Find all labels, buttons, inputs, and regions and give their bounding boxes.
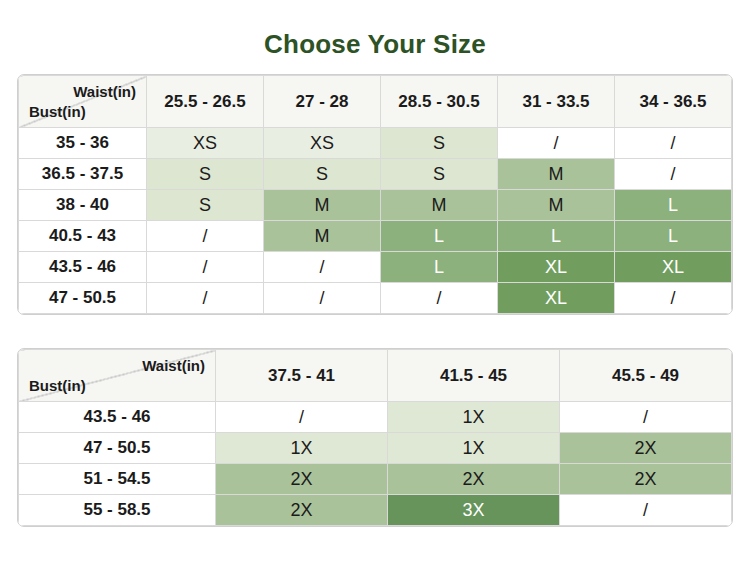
size-cell: /: [264, 252, 381, 283]
bust-row-header: 47 - 50.5: [19, 433, 216, 464]
size-cell: S: [147, 190, 264, 221]
size-cell: /: [381, 283, 498, 314]
table-row: 38 - 40SMMML: [19, 190, 732, 221]
table-row: 43.5 - 46/1X/: [19, 402, 732, 433]
size-cell: 2X: [216, 464, 388, 495]
table-row: 36.5 - 37.5SSSM/: [19, 159, 732, 190]
size-cell: S: [381, 159, 498, 190]
bust-row-header: 55 - 58.5: [19, 495, 216, 526]
size-cell: M: [264, 221, 381, 252]
size-cell: S: [147, 159, 264, 190]
size-cell: L: [615, 221, 732, 252]
bust-row-header: 43.5 - 46: [19, 252, 147, 283]
waist-column-header: 27 - 28: [264, 76, 381, 128]
size-cell: L: [381, 221, 498, 252]
waist-column-header: 28.5 - 30.5: [381, 76, 498, 128]
size-cell: M: [264, 190, 381, 221]
header-row: Waist(in) Bust(in) 37.5 - 4141.5 - 4545.5 …: [19, 350, 732, 402]
size-cell: XL: [498, 252, 615, 283]
bust-row-header: 51 - 54.5: [19, 464, 216, 495]
page-title: Choose Your Size: [0, 0, 750, 60]
table-row: 51 - 54.52X2X2X: [19, 464, 732, 495]
size-cell: XS: [147, 128, 264, 159]
bust-row-header: 38 - 40: [19, 190, 147, 221]
size-cell: 3X: [388, 495, 560, 526]
corner-bust-label: Bust(in): [29, 103, 86, 120]
size-cell: 2X: [560, 464, 732, 495]
size-cell: L: [498, 221, 615, 252]
table-row: 35 - 36XSXSS//: [19, 128, 732, 159]
bust-row-header: 40.5 - 43: [19, 221, 147, 252]
size-cell: S: [264, 159, 381, 190]
size-cell: /: [560, 402, 732, 433]
size-cell: /: [264, 283, 381, 314]
table-row: 47 - 50.51X1X2X: [19, 433, 732, 464]
size-cell: /: [147, 283, 264, 314]
size-cell: S: [381, 128, 498, 159]
header-row: Waist(in) Bust(in) 25.5 - 26.527 - 2828.5 …: [19, 76, 732, 128]
corner-waist-label: Waist(in): [142, 357, 205, 374]
corner-header: Waist(in) Bust(in): [19, 76, 147, 128]
size-cell: L: [381, 252, 498, 283]
bust-row-header: 35 - 36: [19, 128, 147, 159]
corner-bust-label: Bust(in): [29, 377, 86, 394]
bust-row-header: 47 - 50.5: [19, 283, 147, 314]
size-cell: /: [615, 128, 732, 159]
waist-column-header: 31 - 33.5: [498, 76, 615, 128]
size-cell: /: [615, 159, 732, 190]
size-cell: M: [498, 159, 615, 190]
corner-waist-label: Waist(in): [73, 83, 136, 100]
corner-header: Waist(in) Bust(in): [19, 350, 216, 402]
size-cell: /: [498, 128, 615, 159]
size-cell: XS: [264, 128, 381, 159]
size-cell: XL: [498, 283, 615, 314]
table-row: 55 - 58.52X3X/: [19, 495, 732, 526]
size-table-standard: Waist(in) Bust(in) 25.5 - 26.527 - 2828.5 …: [17, 74, 733, 315]
size-cell: /: [216, 402, 388, 433]
size-cell: 2X: [216, 495, 388, 526]
size-cell: 1X: [388, 402, 560, 433]
table-row: 43.5 - 46//LXLXL: [19, 252, 732, 283]
size-cell: XL: [615, 252, 732, 283]
waist-column-header: 25.5 - 26.5: [147, 76, 264, 128]
waist-column-header: 34 - 36.5: [615, 76, 732, 128]
size-table-plus: Waist(in) Bust(in) 37.5 - 4141.5 - 4545.5 …: [17, 348, 733, 527]
size-cell: /: [560, 495, 732, 526]
table-row: 47 - 50.5///XL/: [19, 283, 732, 314]
size-cell: /: [147, 221, 264, 252]
size-table: Waist(in) Bust(in) 25.5 - 26.527 - 2828.5 …: [18, 75, 732, 314]
size-cell: 1X: [216, 433, 388, 464]
size-cell: 2X: [560, 433, 732, 464]
bust-row-header: 43.5 - 46: [19, 402, 216, 433]
size-cell: M: [498, 190, 615, 221]
bust-row-header: 36.5 - 37.5: [19, 159, 147, 190]
size-cell: M: [381, 190, 498, 221]
table-row: 40.5 - 43/MLLL: [19, 221, 732, 252]
waist-column-header: 41.5 - 45: [388, 350, 560, 402]
size-table: Waist(in) Bust(in) 37.5 - 4141.5 - 4545.5 …: [18, 349, 732, 526]
size-cell: /: [147, 252, 264, 283]
waist-column-header: 45.5 - 49: [560, 350, 732, 402]
size-chart-page: Choose Your Size Waist(in) Bust(in) 25.5 -…: [0, 0, 750, 562]
size-cell: L: [615, 190, 732, 221]
waist-column-header: 37.5 - 41: [216, 350, 388, 402]
size-cell: /: [615, 283, 732, 314]
size-cell: 1X: [388, 433, 560, 464]
size-cell: 2X: [388, 464, 560, 495]
